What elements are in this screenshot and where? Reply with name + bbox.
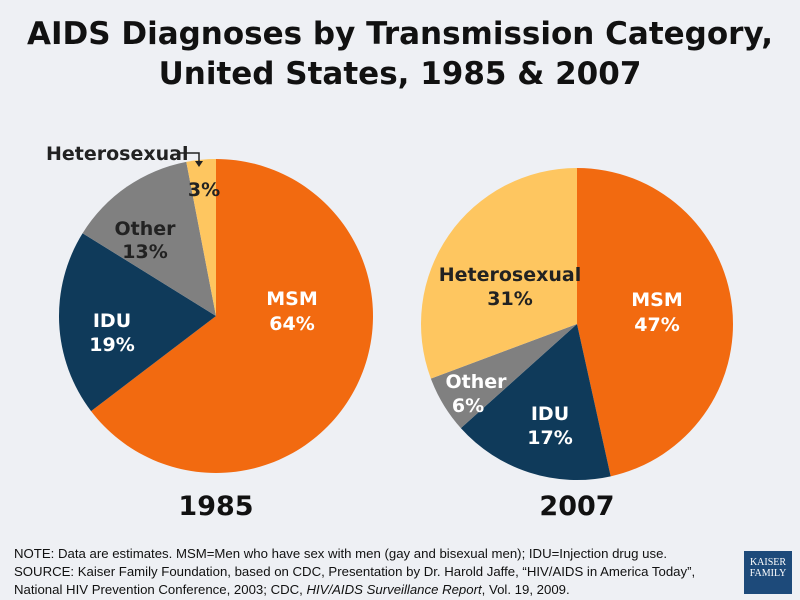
pie-1985 (58, 159, 373, 474)
value-2007-other: 6% (452, 395, 484, 417)
label-1985-msm: MSM (266, 288, 318, 310)
slice-2007-heterosexual (420, 168, 577, 379)
slice-2007-msm (577, 168, 733, 477)
value-1985-other: 13% (122, 241, 167, 263)
value-1985-msm: 64% (269, 313, 314, 335)
slice-2007-idu (460, 324, 611, 480)
title-line-2: United States, 1985 & 2007 (158, 56, 642, 92)
label-2007-heterosexual: Heterosexual (439, 264, 582, 286)
chart-title: AIDS Diagnoses by Transmission Category,… (0, 14, 800, 94)
year-label-1985: 1985 (178, 491, 253, 522)
source-text-1: SOURCE: Kaiser Family Foundation, based … (14, 564, 696, 579)
slice-1985-other (82, 161, 216, 316)
value-2007-msm: 47% (634, 314, 679, 336)
slice-1985-msm (91, 159, 373, 474)
source-part: National HIV Prevention Conference, 2003… (14, 582, 307, 597)
source-text-2: National HIV Prevention Conference, 2003… (14, 581, 695, 599)
label-1985-idu: IDU (93, 310, 131, 332)
value-2007-idu: 17% (527, 427, 572, 449)
slice-2007-other (430, 324, 577, 429)
label-1985-other: Other (114, 218, 176, 240)
note-text: NOTE: Data are estimates. MSM=Men who ha… (14, 546, 668, 561)
label-2007-idu: IDU (531, 403, 569, 425)
leader-arrow (178, 152, 200, 163)
value-1985-idu: 19% (89, 334, 134, 356)
source-part-end: , Vol. 19, 2009. (481, 582, 570, 597)
slice-1985-idu (58, 233, 216, 412)
source-report-title: HIV/AIDS Surveillance Report (306, 582, 482, 597)
year-label-2007: 2007 (539, 491, 614, 522)
arrow-head-icon (195, 161, 203, 167)
footnotes: NOTE: Data are estimates. MSM=Men who ha… (14, 545, 695, 599)
label-1985-heterosexual: Heterosexual (46, 143, 189, 165)
value-2007-heterosexual: 31% (487, 288, 532, 310)
kaiser-family-foundation-logo: KAISER FAMILY (744, 551, 792, 594)
slice-1985-heterosexual (186, 159, 216, 316)
pie-2007 (420, 168, 733, 480)
value-1985-heterosexual: 3% (188, 179, 220, 201)
label-2007-msm: MSM (631, 289, 683, 311)
label-2007-other: Other (445, 371, 507, 393)
title-line-1: AIDS Diagnoses by Transmission Category, (26, 16, 774, 52)
